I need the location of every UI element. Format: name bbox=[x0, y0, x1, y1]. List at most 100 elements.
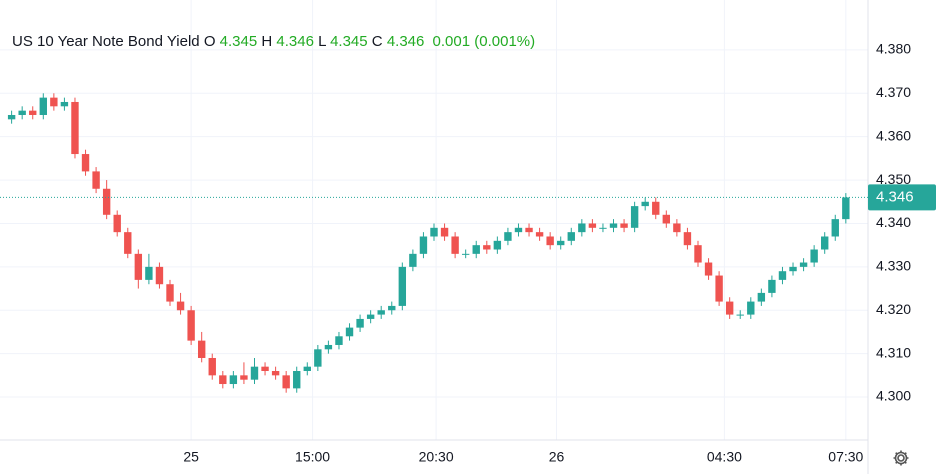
candle-body bbox=[388, 305, 396, 311]
candle-body bbox=[261, 366, 269, 372]
candle-body bbox=[324, 344, 333, 350]
candle-body bbox=[493, 240, 502, 250]
candle-body bbox=[345, 327, 354, 337]
chart-title: US 10 Year Note Bond Yield bbox=[12, 33, 200, 50]
candle-body bbox=[197, 340, 206, 358]
candle-body bbox=[725, 301, 734, 315]
candle-body bbox=[155, 266, 164, 285]
y-tick-label: 4.360 bbox=[876, 127, 911, 143]
candle-body bbox=[187, 310, 195, 341]
y-tick-label: 4.350 bbox=[876, 171, 911, 187]
candle-body bbox=[641, 201, 649, 207]
candle-body bbox=[419, 236, 428, 254]
candle-body bbox=[810, 249, 818, 263]
candle-body bbox=[145, 266, 153, 280]
x-tick-label: 15:00 bbox=[295, 449, 330, 465]
candle-body bbox=[694, 245, 702, 263]
legend: US 10 Year Note Bond Yield O 4.345 H 4.3… bbox=[12, 33, 535, 50]
candle-body bbox=[18, 110, 26, 115]
y-tick-label: 4.330 bbox=[876, 258, 911, 274]
candle-body bbox=[176, 301, 185, 311]
candle-body bbox=[620, 223, 628, 228]
y-tick-label: 4.370 bbox=[876, 84, 911, 100]
y-tick-label: 4.340 bbox=[876, 214, 911, 230]
legend-value: 4.345 bbox=[330, 33, 368, 50]
candle-body bbox=[662, 214, 671, 224]
candle-body bbox=[683, 232, 692, 246]
candle-body bbox=[398, 266, 407, 306]
candle-body bbox=[208, 357, 216, 376]
grid bbox=[0, 0, 868, 440]
candle-body bbox=[504, 232, 512, 241]
candle-body bbox=[652, 201, 660, 215]
candle-body bbox=[314, 349, 322, 367]
x-tick-label: 07:30 bbox=[828, 449, 863, 465]
candle-body bbox=[29, 110, 37, 115]
candle-body bbox=[768, 279, 776, 293]
candle-body bbox=[535, 232, 544, 237]
candle-body bbox=[673, 223, 681, 233]
legend-label: O bbox=[204, 33, 216, 50]
candle-body bbox=[356, 318, 364, 328]
candle-body bbox=[113, 214, 121, 233]
x-tick-label: 26 bbox=[549, 449, 565, 465]
candle-body bbox=[789, 266, 797, 272]
legend-label: L bbox=[318, 33, 326, 50]
candle-body bbox=[440, 227, 449, 237]
y-tick-label: 4.310 bbox=[876, 344, 911, 360]
candle-body bbox=[377, 310, 385, 315]
candle-body bbox=[240, 375, 248, 380]
last-price-tag bbox=[868, 184, 936, 211]
candle-body bbox=[271, 371, 280, 376]
legend-value: 4.346 bbox=[387, 33, 425, 50]
candle-body bbox=[134, 253, 143, 280]
legend-label: C bbox=[372, 33, 383, 50]
candle-body bbox=[219, 375, 227, 385]
candle-body bbox=[472, 245, 480, 254]
candle-body bbox=[588, 223, 597, 228]
candle-body bbox=[124, 232, 132, 254]
y-tick-label: 4.300 bbox=[876, 388, 911, 404]
candle-body bbox=[599, 227, 607, 229]
candle-body bbox=[747, 301, 755, 315]
candle-body bbox=[303, 366, 311, 372]
candle-body bbox=[71, 101, 79, 155]
y-tick-label: 4.380 bbox=[876, 41, 911, 57]
candle-body bbox=[514, 227, 523, 233]
candle-body bbox=[50, 97, 58, 107]
candle-body bbox=[630, 206, 639, 228]
x-tick-label: 20:30 bbox=[419, 449, 454, 465]
x-tick-label: 25 bbox=[183, 449, 199, 465]
candle-body bbox=[842, 197, 850, 220]
candle-body bbox=[430, 227, 438, 237]
candle-body bbox=[567, 232, 575, 241]
candle-body bbox=[609, 223, 618, 228]
candle-body bbox=[451, 236, 459, 254]
candle-body bbox=[715, 275, 723, 302]
candle-body bbox=[557, 240, 565, 246]
last-price-label: 4.346 bbox=[876, 188, 914, 205]
candle-body bbox=[39, 97, 47, 115]
y-tick-label: 4.320 bbox=[876, 301, 911, 317]
candle-body bbox=[778, 271, 787, 280]
candle-body bbox=[166, 284, 174, 302]
candle-body bbox=[335, 336, 343, 345]
candle-body bbox=[81, 154, 90, 172]
legend-change: 0.001 bbox=[433, 33, 471, 50]
candle-body bbox=[757, 292, 766, 302]
candle-body bbox=[250, 366, 259, 380]
candles bbox=[7, 93, 850, 393]
candle-body bbox=[102, 188, 111, 215]
candle-body bbox=[293, 371, 301, 389]
settings-icon[interactable] bbox=[893, 450, 909, 466]
legend-value: 4.346 bbox=[276, 33, 314, 50]
candle-body bbox=[60, 101, 69, 107]
candle-body bbox=[461, 253, 470, 255]
candle-body bbox=[578, 223, 586, 233]
candle-body bbox=[704, 262, 713, 276]
candle-body bbox=[831, 219, 839, 237]
candle-body bbox=[229, 375, 238, 385]
candle-body bbox=[7, 114, 16, 120]
legend-value: 4.345 bbox=[220, 33, 258, 50]
